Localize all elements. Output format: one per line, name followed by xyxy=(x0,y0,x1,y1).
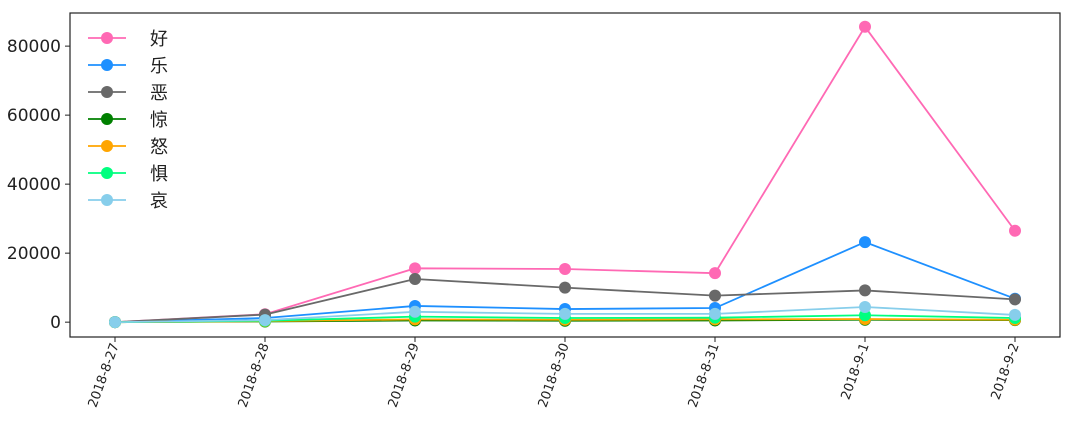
x-tick-label: 2018-8-29 xyxy=(386,341,423,409)
marker xyxy=(559,307,571,320)
legend-label: 惧 xyxy=(150,164,168,185)
marker xyxy=(409,273,421,286)
marker xyxy=(1009,308,1021,321)
y-tick-label: 40000 xyxy=(7,175,61,195)
line xyxy=(114,25,1016,324)
legend-marker xyxy=(101,167,113,179)
legend-label: 好 xyxy=(150,29,168,50)
y-tick-label: 0 xyxy=(50,313,61,333)
marker xyxy=(859,309,871,322)
marker xyxy=(1009,293,1021,306)
legend-label: 哀 xyxy=(150,191,168,212)
x-tick-label: 2018-8-30 xyxy=(536,341,573,409)
x-tick-label: 2018-9-1 xyxy=(838,341,872,402)
legend-marker xyxy=(101,59,113,71)
marker xyxy=(1009,224,1021,237)
marker xyxy=(109,316,121,329)
legend-label: 乐 xyxy=(150,56,168,77)
marker xyxy=(859,284,871,297)
marker xyxy=(709,307,721,320)
legend-marker xyxy=(101,32,113,44)
y-tick-label: 80000 xyxy=(7,37,61,57)
legend-marker xyxy=(101,86,113,98)
marker xyxy=(259,314,271,327)
legend-marker xyxy=(101,113,113,125)
marker xyxy=(859,20,871,33)
x-tick-label: 2018-8-31 xyxy=(686,341,723,409)
legend-marker xyxy=(101,140,113,152)
marker xyxy=(709,289,721,302)
marker xyxy=(409,305,421,318)
x-tick-label: 2018-8-28 xyxy=(236,341,273,409)
marker xyxy=(409,262,421,275)
x-tick-label: 2018-9-2 xyxy=(988,341,1022,402)
legend-label: 恶 xyxy=(150,83,168,104)
legend-label: 惊 xyxy=(150,110,168,131)
marker xyxy=(859,300,871,313)
x-tick-label: 2018-8-27 xyxy=(86,341,123,409)
marker xyxy=(559,281,571,294)
legend-marker xyxy=(101,194,113,206)
marker xyxy=(559,263,571,276)
y-tick-label: 60000 xyxy=(7,106,61,126)
y-tick-label: 20000 xyxy=(7,244,61,264)
legend-label: 怒 xyxy=(150,137,168,158)
marker xyxy=(709,267,721,280)
marker xyxy=(859,236,871,249)
